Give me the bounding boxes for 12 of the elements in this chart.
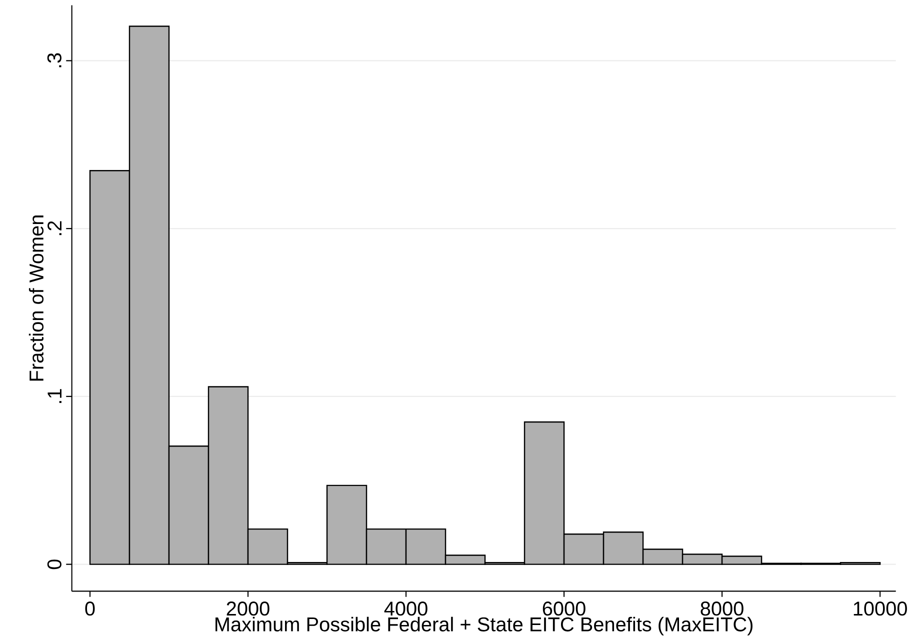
y-tick-label: .2	[48, 221, 62, 235]
y-tick-label: .1	[48, 389, 62, 403]
x-axis-title: Maximum Possible Federal + State EITC Benefits (MaxEITC)	[216, 616, 752, 636]
x-tick-label: 10000	[854, 601, 907, 616]
x-tick-label: 0	[85, 601, 95, 616]
y-axis-title: Fraction of Women	[28, 215, 44, 380]
y-tick-label: 0	[47, 559, 62, 569]
y-tick-label: .3	[47, 53, 62, 68]
x-tick-label: 8000	[700, 601, 744, 616]
x-tick-label: 2000	[226, 601, 270, 616]
x-tick-label: 6000	[542, 601, 586, 616]
x-tick-label: 4000	[384, 601, 428, 616]
